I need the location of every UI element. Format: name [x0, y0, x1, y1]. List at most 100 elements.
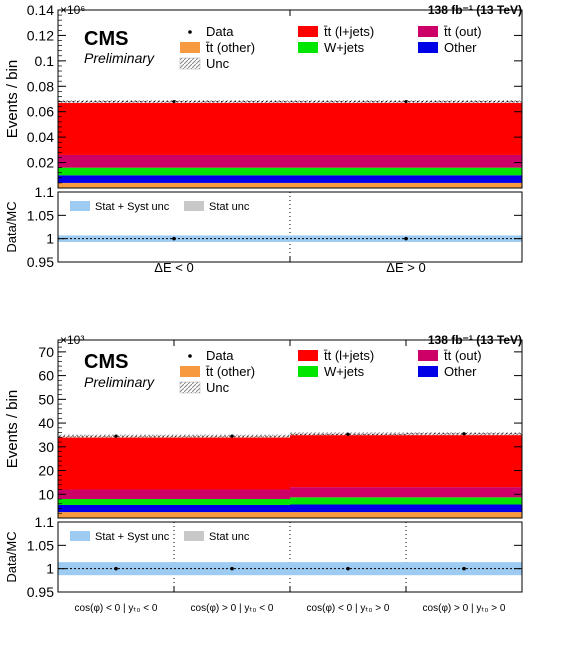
- ratio-y-axis-label: Data/MC: [4, 531, 19, 582]
- legend-swatch: [418, 42, 438, 53]
- legend-swatch: [180, 366, 200, 377]
- stack-bar-t-t-out-: [58, 489, 174, 500]
- data-point: [346, 432, 350, 436]
- stack-bar-t-t-out-: [58, 154, 290, 168]
- ratio-y-tick-label: 0.95: [27, 584, 54, 600]
- legend-hatch-swatch: [179, 57, 201, 70]
- legend-data-marker: [188, 354, 192, 358]
- y-tick-label: 0.08: [27, 78, 54, 94]
- y-tick-label: 0.1: [35, 53, 55, 69]
- stack-bar-other: [290, 504, 406, 513]
- stack-bar-t-t-other-: [290, 512, 406, 518]
- legend-swatch: [298, 366, 318, 377]
- legend-swatch: [418, 366, 438, 377]
- x-category-label: cos(φ) > 0 | yₜ₀ > 0: [423, 603, 506, 614]
- y-axis-label: Events / bin: [4, 390, 21, 468]
- ratio-y-tick-label: 1.05: [27, 207, 54, 223]
- stack-bar-w-jets: [406, 497, 522, 505]
- x-category-label: ΔE < 0: [154, 260, 193, 275]
- ratio-point: [404, 236, 408, 241]
- stack-bar-t-t-l-jets-: [406, 433, 522, 488]
- y-tick-label: 0.04: [27, 129, 54, 145]
- stack-bar-t-t-other-: [58, 512, 174, 518]
- preliminary-label: Preliminary: [84, 374, 155, 390]
- legend-swatch: [418, 26, 438, 37]
- lumi-label: 138 fb⁻¹ (13 TeV): [428, 3, 522, 17]
- ratio-y-tick-label: 0.95: [27, 254, 54, 270]
- ratio-y-tick-label: 1: [46, 561, 54, 577]
- legend-data-marker: [188, 30, 192, 34]
- x-category-label: ΔE > 0: [386, 260, 425, 275]
- stack-bar-other: [406, 504, 522, 513]
- x-category-label: cos(φ) > 0 | yₜ₀ < 0: [191, 603, 274, 614]
- ratio-y-tick-label: 1.1: [35, 184, 55, 200]
- x-category-label: cos(φ) < 0 | yₜ₀ < 0: [75, 603, 158, 614]
- data-point: [172, 99, 176, 104]
- ratio-legend-label: Stat unc: [209, 201, 250, 213]
- y-tick-label: 70: [38, 344, 54, 360]
- legend-label: Other: [444, 40, 477, 55]
- legend-label: Data: [206, 348, 234, 363]
- legend-swatch: [298, 350, 318, 361]
- legend-label: W+jets: [324, 40, 365, 55]
- ratio-legend-label: Stat unc: [209, 531, 250, 543]
- stack-bar-t-t-other-: [290, 182, 522, 188]
- data-point: [230, 434, 234, 438]
- legend-label: W+jets: [324, 364, 365, 379]
- legend-label: t̄t (out): [444, 348, 482, 363]
- data-point: [462, 432, 466, 436]
- stack-bar-other: [290, 175, 522, 183]
- stack-bar-t-t-l-jets-: [290, 101, 522, 155]
- ratio-legend-swatch: [70, 201, 90, 211]
- stack-bar-t-t-l-jets-: [174, 436, 290, 490]
- stack-bar-w-jets: [58, 167, 290, 176]
- ratio-y-tick-label: 1.05: [27, 537, 54, 553]
- stack-bar-other: [174, 504, 290, 513]
- y-tick-label: 40: [38, 415, 54, 431]
- stack-bar-w-jets: [290, 167, 522, 176]
- stack-bar-t-t-other-: [406, 512, 522, 518]
- ratio-point: [462, 566, 466, 571]
- ratio-legend-swatch: [184, 531, 204, 541]
- lumi-label: 138 fb⁻¹ (13 TeV): [428, 333, 522, 347]
- ratio-y-axis-label: Data/MC: [4, 201, 19, 252]
- ratio-y-tick-label: 1.1: [35, 514, 55, 530]
- ratio-point: [172, 236, 176, 241]
- ratio-y-tick-label: 1: [46, 231, 54, 247]
- stack-bar-other: [58, 504, 174, 513]
- legend-label: Data: [206, 24, 234, 39]
- legend-swatch: [418, 350, 438, 361]
- legend-label: t̄t (other): [206, 40, 255, 55]
- y-tick-label: 30: [38, 439, 54, 455]
- stack-bar-w-jets: [174, 499, 290, 505]
- stack-bar-t-t-out-: [174, 489, 290, 500]
- stack-bar-t-t-out-: [290, 487, 406, 498]
- y-tick-label: 10: [38, 486, 54, 502]
- data-point: [404, 99, 408, 104]
- legend-hatch-swatch: [179, 381, 201, 394]
- y-tick-label: 50: [38, 391, 54, 407]
- ratio-legend-swatch: [70, 531, 90, 541]
- legend-label: t̄t (l+jets): [324, 24, 375, 39]
- y-tick-label: 0.02: [27, 155, 54, 171]
- legend-label: Unc: [206, 380, 230, 395]
- stack-bar-t-t-out-: [406, 487, 522, 498]
- chart-panel-bottom: 10 20 30 40 50 60 70 Events / bin ×10³ 138 fb⁻¹ (…: [4, 333, 523, 614]
- legend-swatch: [298, 26, 318, 37]
- y-axis-label: Events / bin: [4, 60, 21, 138]
- legend-label: Other: [444, 364, 477, 379]
- cms-label: CMS: [84, 351, 128, 373]
- ratio-legend-swatch: [184, 201, 204, 211]
- stack-bar-t-t-l-jets-: [58, 101, 290, 155]
- ratio-legend-label: Stat + Syst unc: [95, 201, 170, 213]
- stack-bar-t-t-out-: [290, 154, 522, 168]
- chart-panel-top: 0.02 0.04 0.06 0.08 0.1 0.12 0.14 Events / bin ×…: [4, 2, 523, 275]
- data-point: [114, 434, 118, 438]
- stack-bar-other: [58, 175, 290, 183]
- x-category-label: cos(φ) < 0 | yₜ₀ > 0: [307, 603, 390, 614]
- legend-swatch: [180, 42, 200, 53]
- legend-label: t̄t (out): [444, 24, 482, 39]
- y-axis-exponent: ×10³: [60, 333, 84, 347]
- stack-bar-t-t-l-jets-: [290, 433, 406, 488]
